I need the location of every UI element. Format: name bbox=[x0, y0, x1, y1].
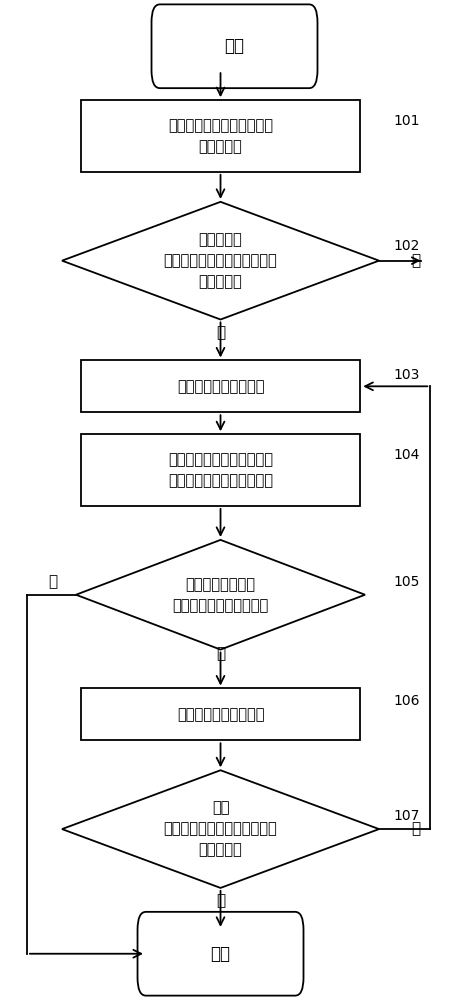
Bar bbox=[81, 360, 360, 412]
Text: 101: 101 bbox=[393, 114, 419, 128]
Text: 判断该表征
信号是否为表征变频控制方式
的表征信号: 判断该表征 信号是否为表征变频控制方式 的表征信号 bbox=[164, 232, 277, 289]
Text: 结束: 结束 bbox=[211, 945, 230, 963]
Bar bbox=[81, 100, 360, 172]
Text: 是: 是 bbox=[216, 893, 225, 908]
Text: 是: 是 bbox=[216, 325, 225, 340]
Text: 获取炉膈负压的测量値: 获取炉膈负压的测量値 bbox=[177, 379, 264, 394]
Text: 否: 否 bbox=[412, 822, 421, 837]
Bar bbox=[81, 688, 360, 740]
Polygon shape bbox=[76, 540, 365, 650]
Text: 是: 是 bbox=[48, 574, 57, 589]
Text: 103: 103 bbox=[393, 368, 419, 382]
Text: 否: 否 bbox=[412, 253, 421, 268]
FancyBboxPatch shape bbox=[151, 4, 318, 88]
Text: 计算所述测量値与给定的炉
膈负压的期望値之间的偏差: 计算所述测量値与给定的炉 膈负压的期望値之间的偏差 bbox=[168, 452, 273, 488]
Text: 104: 104 bbox=[393, 448, 419, 462]
Text: 否: 否 bbox=[216, 646, 225, 661]
Polygon shape bbox=[62, 202, 379, 320]
Text: 105: 105 bbox=[393, 575, 419, 589]
Text: 107: 107 bbox=[393, 809, 419, 823]
FancyBboxPatch shape bbox=[137, 912, 303, 996]
Text: 判断
所述引风机电机的转速是否达
到预期转速: 判断 所述引风机电机的转速是否达 到预期转速 bbox=[164, 801, 277, 858]
Text: 102: 102 bbox=[393, 239, 419, 253]
Text: 调整引风机电机的转速: 调整引风机电机的转速 bbox=[177, 707, 264, 722]
Polygon shape bbox=[62, 770, 379, 888]
Text: 读取表征炉膈负压控制方式
的表征信号: 读取表征炉膈负压控制方式 的表征信号 bbox=[168, 118, 273, 154]
Text: 开始: 开始 bbox=[225, 37, 244, 55]
Text: 判断所述偏差是否
满足预设的偏差允许范围: 判断所述偏差是否 满足预设的偏差允许范围 bbox=[173, 577, 269, 613]
Bar bbox=[81, 434, 360, 506]
Text: 106: 106 bbox=[393, 694, 419, 708]
